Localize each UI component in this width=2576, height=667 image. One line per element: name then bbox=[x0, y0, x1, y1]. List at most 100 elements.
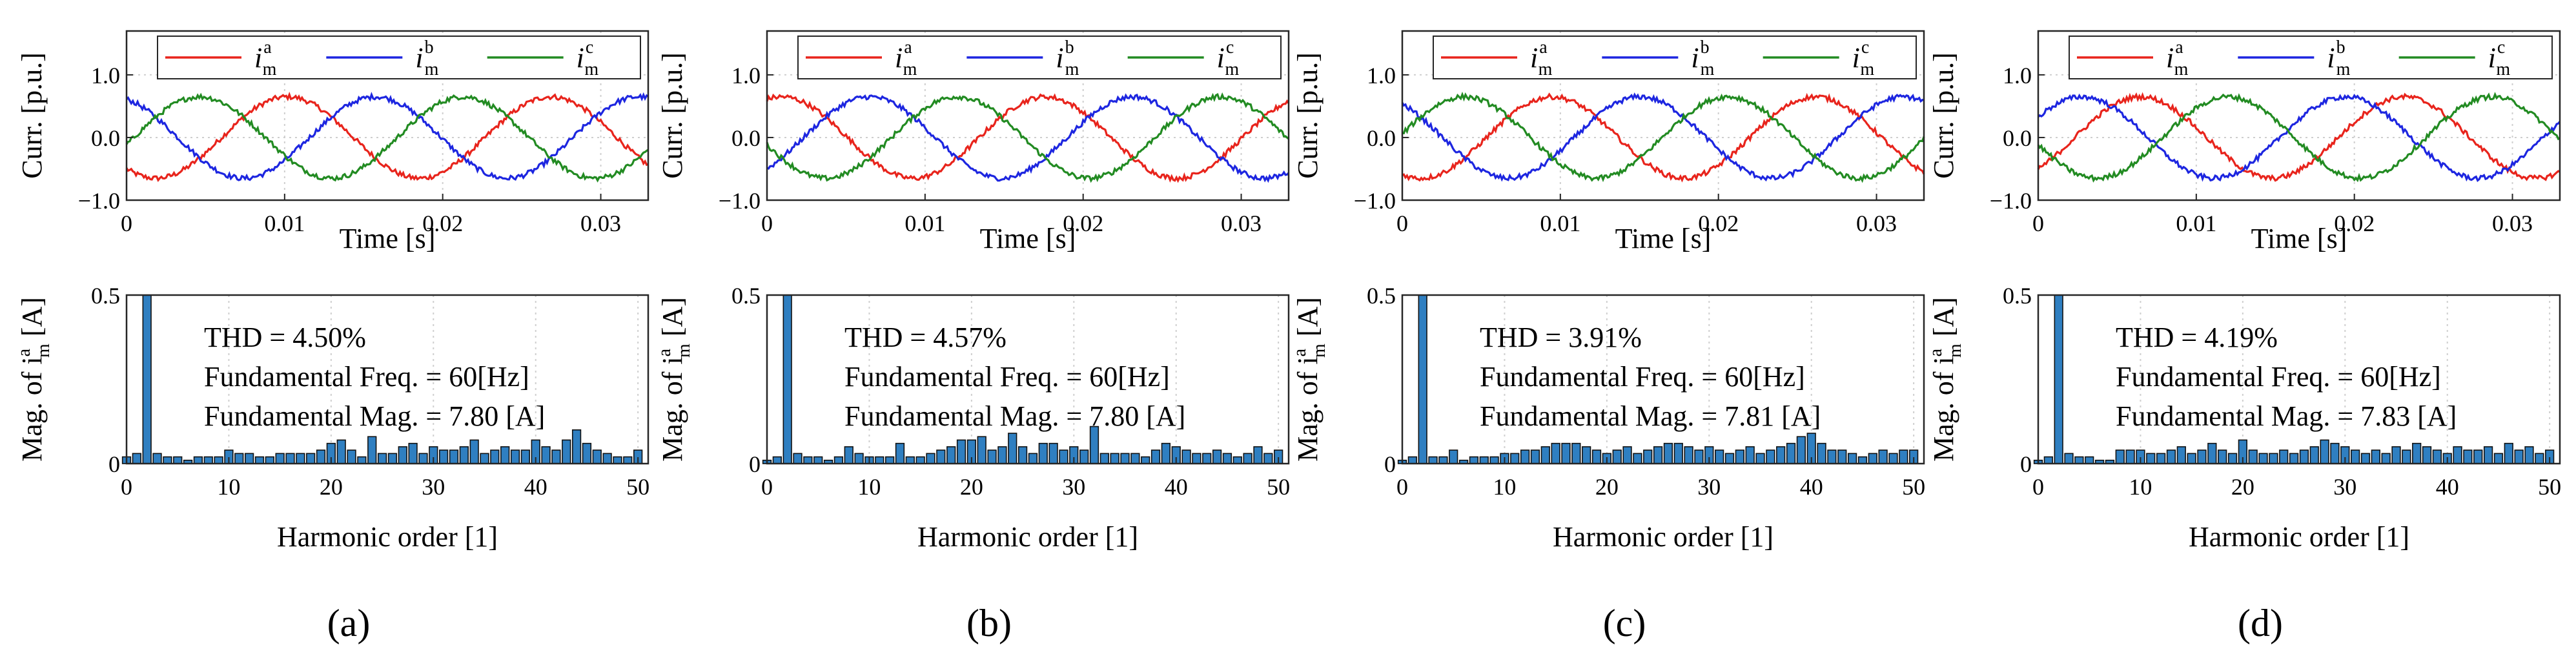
bar-h44 bbox=[571, 429, 582, 464]
series-line-a bbox=[766, 93, 1290, 183]
bar-h44 bbox=[2483, 446, 2493, 464]
bar-h3 bbox=[1428, 456, 1438, 464]
bar-h14 bbox=[905, 456, 915, 464]
y-axis-label: Mag. of iam [A] bbox=[1926, 297, 1965, 462]
panel-a: 0 0.01 0.02 0.03 −1.0 0.0 1.0 Time [s] Curr. [p.… bbox=[14, 30, 649, 644]
bar-h3 bbox=[2064, 453, 2074, 464]
x-tick-label: 0.02 bbox=[1698, 210, 1739, 236]
x-tick-label: 0.01 bbox=[2176, 210, 2216, 236]
panel-caption: (d) bbox=[2238, 602, 2283, 644]
legend-sub: m bbox=[2336, 59, 2351, 79]
x-tick-label: 0.01 bbox=[905, 210, 945, 236]
annotation-2: Fundamental Mag. = 7.80 [A] bbox=[844, 400, 1185, 432]
bar-h15 bbox=[275, 453, 285, 464]
bar-h9 bbox=[214, 456, 223, 464]
x-tick-label: 20 bbox=[320, 474, 343, 500]
x-tick-label: 0 bbox=[2032, 210, 2044, 236]
legend-sup: c bbox=[586, 37, 593, 57]
bar-h46 bbox=[2504, 442, 2513, 464]
waveform-plot: 0 0.01 0.02 0.03 −1.0 0.0 1.0 Time [s] Curr. [p.… bbox=[1928, 30, 2561, 254]
spectrum-axes-frame bbox=[1401, 294, 1925, 465]
bar-h32 bbox=[2360, 453, 2371, 464]
bar-h13 bbox=[2166, 449, 2176, 464]
legend-base: i bbox=[1530, 42, 1538, 74]
bar-h37 bbox=[2412, 442, 2422, 464]
legend: ia m ib m ic m bbox=[1433, 36, 1917, 79]
spectrum-axes-frame bbox=[125, 294, 649, 465]
y-tick-label: 1.0 bbox=[1367, 63, 1396, 88]
bar-h12 bbox=[1520, 449, 1530, 464]
legend-sup: a bbox=[1539, 37, 1548, 57]
y-axis-label-sup: a bbox=[1290, 348, 1310, 356]
legend-sup: c bbox=[1861, 37, 1869, 57]
x-tick-label: 20 bbox=[1595, 474, 1619, 500]
panel-b: 0 0.01 0.02 0.03 −1.0 0.0 1.0 Time [s] Curr. [p.… bbox=[655, 30, 1290, 644]
spectrum-plot: 0 10 20 30 40 50 0 0.5 THD = 4.50% Fundamental Fr… bbox=[14, 283, 649, 553]
bar-h3 bbox=[152, 453, 162, 464]
legend-base: i bbox=[254, 42, 262, 74]
bar-h37 bbox=[1776, 446, 1786, 464]
waveform-axes-frame bbox=[1401, 30, 1925, 201]
x-tick-label: 30 bbox=[1062, 474, 1085, 500]
bar-h48 bbox=[613, 456, 622, 464]
y-axis-label: Curr. [p.u.] bbox=[1292, 52, 1324, 179]
bar-h23 bbox=[357, 456, 367, 464]
x-axis-label: Time [s] bbox=[1615, 223, 1712, 254]
legend-label-a: ia m bbox=[895, 37, 917, 79]
bar-h17 bbox=[1571, 442, 1581, 464]
y-axis-label-sup: a bbox=[655, 348, 675, 356]
bar-h26 bbox=[1663, 442, 1673, 464]
bar-h14 bbox=[265, 456, 274, 464]
bar-h16 bbox=[285, 453, 295, 464]
bar-h31 bbox=[2351, 449, 2360, 464]
bar-h8 bbox=[1479, 456, 1489, 464]
bar-h46 bbox=[1232, 456, 1242, 464]
bar-h13 bbox=[1530, 449, 1540, 464]
legend-base: i bbox=[1056, 42, 1063, 74]
legend: ia m ib m ic m bbox=[797, 36, 1282, 79]
bar-h43 bbox=[1837, 449, 1847, 464]
panel-c: 0 0.01 0.02 0.03 −1.0 0.0 1.0 Time [s] Curr. [p.… bbox=[1290, 30, 1925, 644]
bar-h35 bbox=[480, 453, 489, 464]
series-line-c bbox=[2037, 92, 2561, 183]
panel-d: 0 0.01 0.02 0.03 −1.0 0.0 1.0 Time [s] Curr. [p.… bbox=[1926, 30, 2561, 644]
bar-h49 bbox=[623, 456, 633, 464]
spectrum-plot: 0 10 20 30 40 50 0 0.5 THD = 4.19% Fundamental Fr… bbox=[1926, 283, 2561, 553]
legend-sup: c bbox=[2497, 37, 2505, 57]
bar-h2 bbox=[142, 294, 152, 464]
bar-h28 bbox=[2320, 439, 2329, 464]
y-axis-label-sub: m bbox=[1945, 344, 1965, 358]
bar-h17 bbox=[936, 449, 946, 464]
legend-label-c: ic m bbox=[1852, 37, 1875, 79]
x-tick-label: 10 bbox=[857, 474, 881, 500]
bar-h37 bbox=[500, 446, 510, 464]
bar-h1 bbox=[1407, 456, 1417, 464]
bar-h45 bbox=[1222, 453, 1232, 464]
bar-h19 bbox=[956, 439, 966, 464]
legend-sub: m bbox=[1538, 59, 1553, 79]
bar-h43 bbox=[1202, 453, 1212, 464]
bar-h36 bbox=[1766, 449, 1775, 464]
legend-base: i bbox=[895, 42, 903, 74]
bar-h46 bbox=[592, 449, 602, 464]
x-tick-label: 30 bbox=[2333, 474, 2356, 500]
annotation-0: THD = 3.91% bbox=[1480, 322, 1642, 353]
bar-h26 bbox=[387, 453, 398, 464]
annotation-0: THD = 4.50% bbox=[204, 322, 366, 353]
bar-h31 bbox=[1715, 449, 1724, 464]
bar-h38 bbox=[1786, 442, 1796, 464]
y-tick-label: −1.0 bbox=[1354, 188, 1396, 214]
y-axis-label-sup: a bbox=[1926, 348, 1946, 356]
bar-h32 bbox=[449, 449, 459, 464]
y-tick-label: 0.0 bbox=[731, 125, 761, 151]
bar-h24 bbox=[1008, 433, 1017, 464]
y-axis-label-sub: m bbox=[1309, 344, 1329, 358]
bar-h47 bbox=[602, 453, 612, 464]
legend-label-a: ia m bbox=[2166, 37, 2189, 79]
bar-h33 bbox=[1099, 453, 1109, 464]
bar-h42 bbox=[551, 449, 561, 464]
legend-base: i bbox=[1852, 42, 1860, 74]
bar-h12 bbox=[244, 453, 254, 464]
bar-h22 bbox=[2258, 453, 2268, 464]
